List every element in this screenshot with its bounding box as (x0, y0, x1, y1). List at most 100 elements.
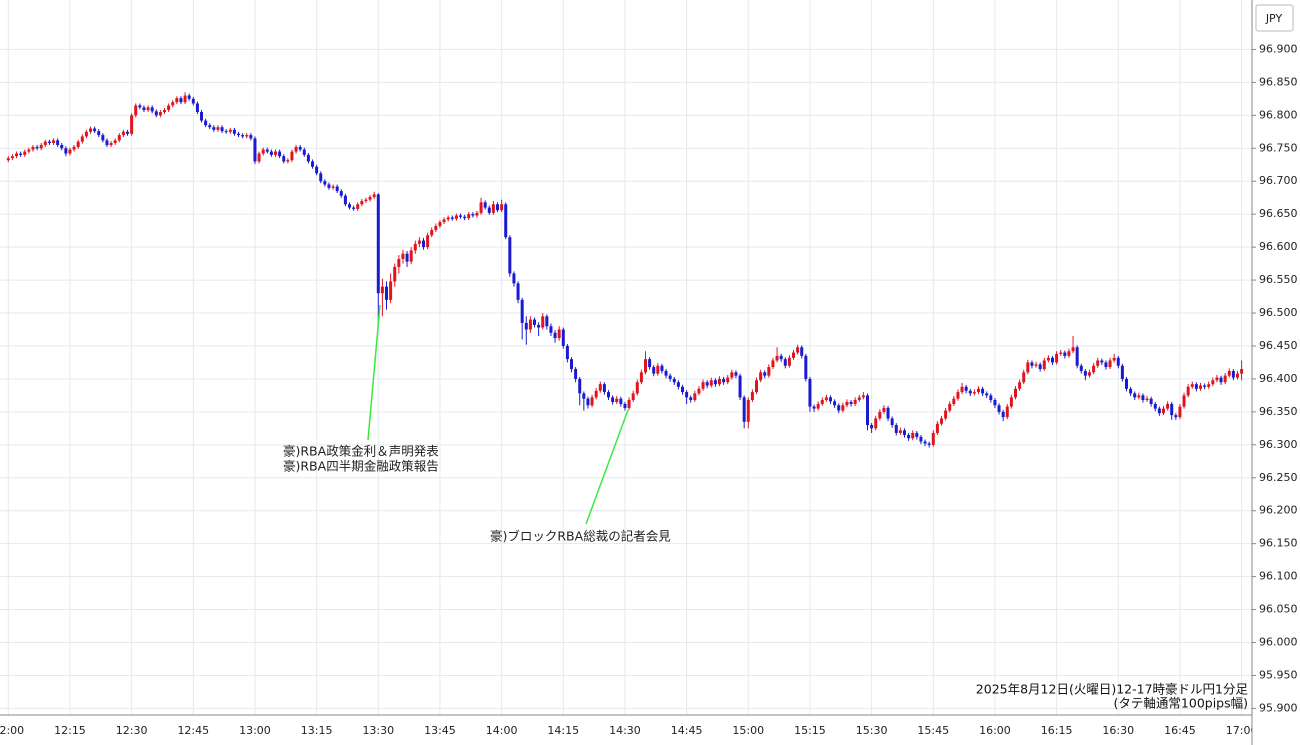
candle-body (952, 398, 956, 404)
candle-body (278, 151, 282, 157)
candle-body (121, 131, 125, 136)
candle-body (697, 388, 701, 394)
candle-body (586, 398, 590, 406)
candle-body (874, 418, 878, 429)
candle-body (989, 395, 993, 401)
candle-body (257, 153, 261, 162)
candle-body (282, 156, 286, 162)
candle-body (1026, 362, 1030, 373)
y-tick-label: 95.950 (1259, 668, 1298, 681)
y-tick-label: 96.550 (1259, 273, 1298, 286)
annotation-pointer (367, 304, 381, 441)
candle-body (841, 405, 845, 411)
candle-body (200, 112, 204, 121)
candle-body (167, 105, 171, 111)
y-tick-label: 96.350 (1259, 405, 1298, 418)
candle-body (401, 253, 405, 259)
candle-body (738, 375, 742, 398)
candle-body (265, 149, 269, 152)
y-tick-label: 96.800 (1259, 108, 1298, 121)
x-tick-label: 13:00 (239, 724, 271, 737)
unit-box (1255, 4, 1294, 32)
candle-body (648, 359, 652, 368)
candle-body (820, 400, 824, 404)
candle-body (750, 392, 754, 401)
candles (6, 92, 1244, 448)
candle-body (1186, 386, 1190, 396)
candle-body (816, 403, 820, 409)
candle-body (639, 372, 643, 383)
candle-body (1219, 377, 1223, 383)
y-tick-label: 96.500 (1259, 306, 1298, 319)
candle-body (142, 107, 146, 111)
candle-body (681, 386, 685, 393)
candle-body (1124, 378, 1128, 389)
candle-body (804, 355, 808, 379)
candle-body (796, 347, 800, 353)
y-tick-label: 96.150 (1259, 537, 1298, 550)
candle-body (306, 154, 310, 162)
y-tick-label: 96.050 (1259, 603, 1298, 616)
candle-body (253, 138, 257, 162)
candle-body (6, 158, 10, 161)
candle-body (72, 146, 76, 150)
annotation-pointer (585, 409, 629, 525)
candle-body (105, 140, 109, 145)
candle-body (1240, 369, 1244, 374)
caption: (タテ軸通常100pips幅) (1114, 696, 1248, 711)
candle-body (228, 129, 232, 132)
candle-body (812, 406, 816, 409)
candle-body (557, 329, 561, 339)
candle-body (611, 397, 615, 402)
candle-body (216, 127, 220, 130)
candle-body (450, 217, 454, 219)
candle-body (631, 393, 635, 401)
candle-body (964, 386, 968, 391)
candle-body (615, 398, 619, 402)
candle-body (10, 156, 14, 159)
candle-body (68, 149, 72, 154)
candle-body (422, 240, 426, 248)
candle-body (426, 235, 430, 248)
candle-body (997, 405, 1001, 412)
candle-body (1166, 403, 1170, 409)
candle-body (117, 135, 121, 141)
candle-body (1067, 351, 1071, 356)
candle-body (972, 392, 976, 394)
candle-body (668, 375, 672, 379)
candle-body (944, 410, 948, 419)
x-tick-label: 15:45 (917, 724, 949, 737)
y-tick-label: 96.400 (1259, 372, 1298, 385)
y-tick-label: 96.700 (1259, 174, 1298, 187)
candle-body (565, 345, 569, 360)
x-tick-label: 16:45 (1164, 724, 1196, 737)
candle-body (627, 400, 631, 408)
candle-body (676, 382, 680, 387)
candle-body (417, 240, 421, 244)
candle-body (861, 395, 865, 398)
candle-body (623, 403, 627, 408)
candle-body (385, 286, 389, 300)
candle-body (902, 430, 906, 435)
candle-body (528, 319, 532, 330)
candle-body (1235, 373, 1239, 378)
candle-body (1149, 398, 1153, 404)
candle-body (890, 418, 894, 426)
candle-body (1005, 406, 1009, 418)
candle-body (500, 204, 504, 211)
candle-body (1211, 380, 1215, 385)
candle-body (705, 382, 709, 386)
x-tick-label: 16:30 (1102, 724, 1134, 737)
candle-body (39, 144, 43, 149)
candle-body (504, 204, 508, 238)
candle-body (1194, 384, 1198, 389)
candle-body (343, 195, 347, 205)
candle-body (767, 367, 771, 376)
candle-body (1129, 388, 1133, 394)
x-tick-label: 15:15 (794, 724, 826, 737)
candle-body (775, 355, 779, 361)
candle-body (158, 112, 162, 116)
candle-body (471, 214, 475, 216)
candle-body (734, 372, 738, 376)
candle-body (771, 360, 775, 368)
